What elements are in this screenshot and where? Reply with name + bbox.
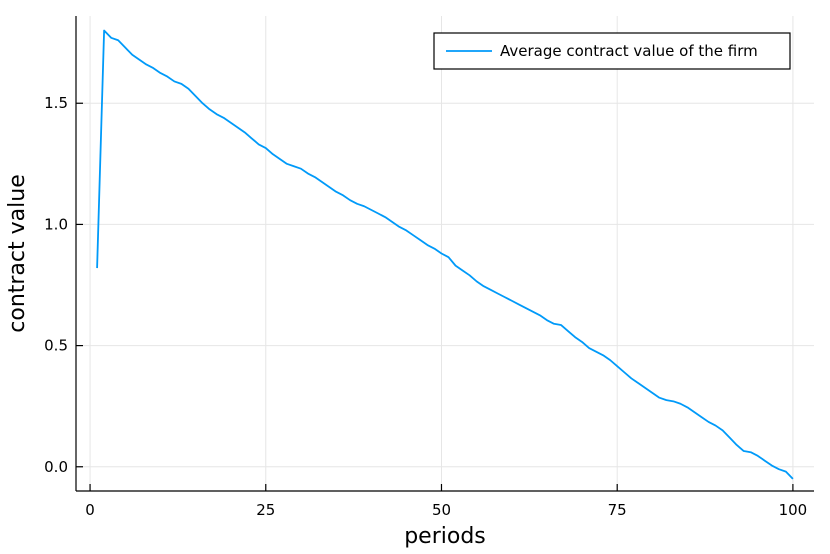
y-tick-label: 0.0 [44,458,68,476]
x-tick-label: 100 [779,501,808,519]
x-axis-title: periods [404,524,486,549]
x-tick-label: 50 [432,501,451,519]
x-axis-ticks: 0 25 50 75 100 [85,484,807,519]
x-tick-label: 75 [608,501,627,519]
series-layer [96,29,794,480]
x-tick-label: 25 [256,501,275,519]
legend-box [433,32,791,70]
y-tick-label: 1.0 [44,215,68,233]
y-axis-title: contract value [5,174,30,332]
legend: Average contract value of the firm [433,32,791,70]
x-tick-label: 0 [85,501,95,519]
y-tick-label: 0.5 [44,337,68,355]
y-gridlines [76,102,814,468]
legend-label-average-contract-value: Average contract value of the firm [500,42,758,60]
y-axis-ticks: 0.0 0.5 1.0 1.5 [44,94,83,476]
series-line-average-contract-value [96,29,794,480]
y-tick-label: 1.5 [44,94,68,112]
